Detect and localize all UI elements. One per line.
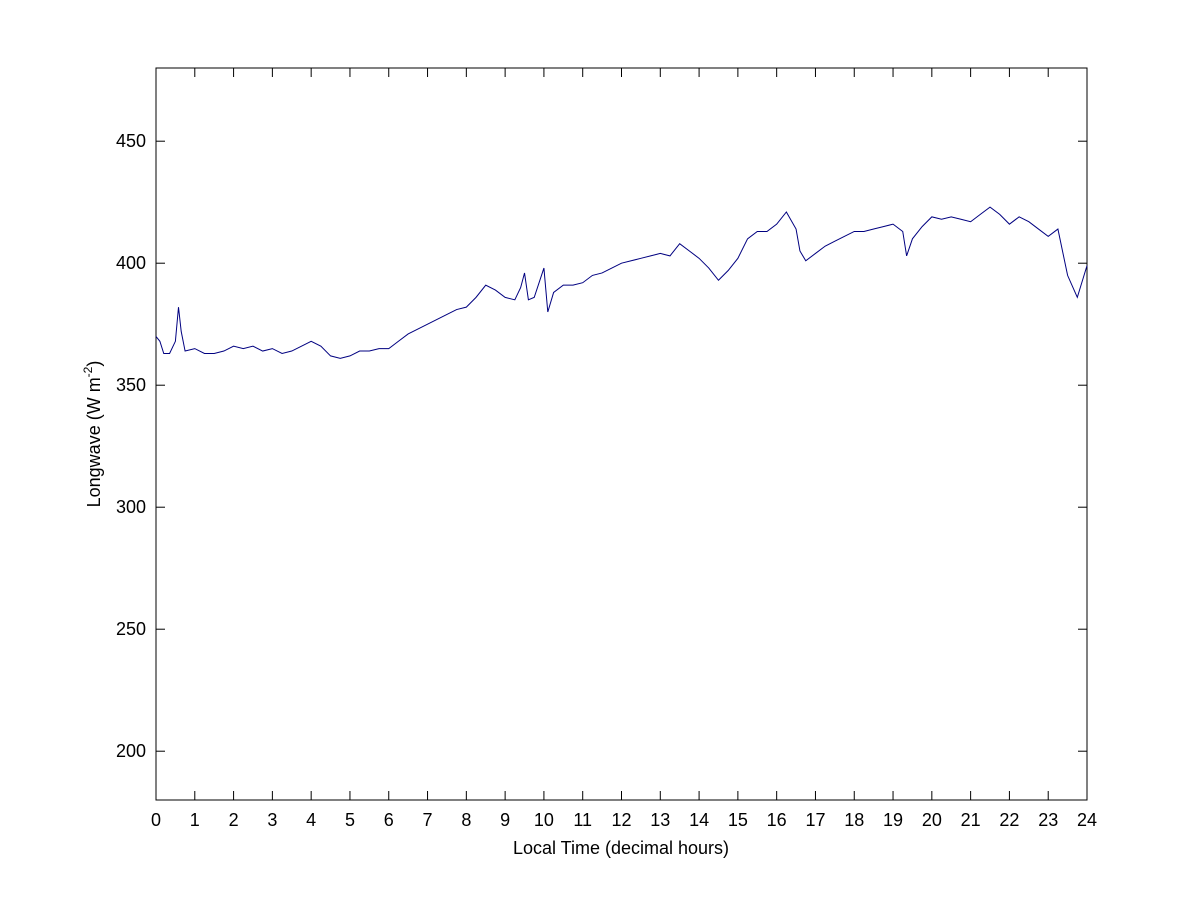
y-tick-label: 400 xyxy=(116,253,146,273)
x-tick-label: 11 xyxy=(573,810,592,830)
x-tick-label: 18 xyxy=(844,810,864,830)
x-tick-label: 0 xyxy=(151,810,161,830)
x-tick-label: 15 xyxy=(728,810,748,830)
x-tick-label: 23 xyxy=(1038,810,1058,830)
x-tick-label: 13 xyxy=(650,810,670,830)
data-line xyxy=(155,206,1088,359)
x-tick-label: 14 xyxy=(689,810,709,830)
x-tick-label: 24 xyxy=(1077,810,1097,830)
x-tick-label: 19 xyxy=(883,810,903,830)
x-tick-label: 9 xyxy=(500,810,510,830)
x-tick-label: 16 xyxy=(767,810,787,830)
x-tick-label: 10 xyxy=(534,810,554,830)
x-tick-label: 5 xyxy=(345,810,355,830)
y-tick-label: 450 xyxy=(116,131,146,151)
x-axis-label: Local Time (decimal hours) xyxy=(513,838,729,858)
plot-frame xyxy=(155,67,1088,801)
x-tick-label: 1 xyxy=(190,810,200,830)
y-label-end: ) xyxy=(84,361,104,367)
y-label-sup: -2 xyxy=(81,366,95,377)
x-tick-label: 3 xyxy=(267,810,277,830)
x-tick-label: 4 xyxy=(306,810,316,830)
x-tick-label: 7 xyxy=(423,810,433,830)
x-tick-label: 12 xyxy=(611,810,631,830)
x-tick-label: 22 xyxy=(999,810,1019,830)
y-tick-label: 300 xyxy=(116,497,146,517)
y-tick-label: 250 xyxy=(116,619,146,639)
y-tick-label: 350 xyxy=(116,375,146,395)
x-tick-label: 20 xyxy=(922,810,942,830)
y-tick-label: 200 xyxy=(116,741,146,761)
x-tick-label: 17 xyxy=(805,810,825,830)
x-tick-label: 21 xyxy=(961,810,981,830)
y-label-main: Longwave (W m xyxy=(84,377,104,507)
y-axis-label: Longwave (W m-2) xyxy=(81,361,104,508)
x-tick-label: 6 xyxy=(384,810,394,830)
x-tick-label: 2 xyxy=(229,810,239,830)
x-tick-label: 8 xyxy=(461,810,471,830)
